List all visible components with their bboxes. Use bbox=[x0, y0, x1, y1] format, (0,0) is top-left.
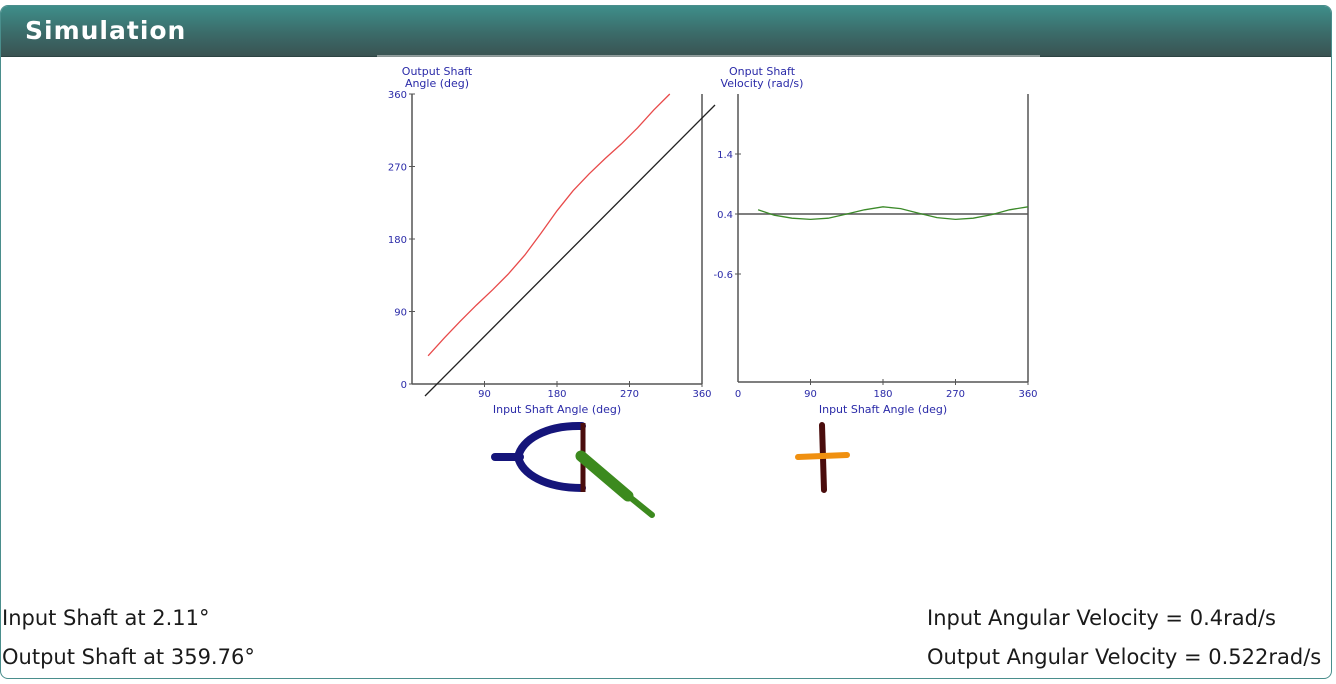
cross-icon bbox=[795, 422, 850, 493]
x-tick-label: 90 bbox=[804, 389, 817, 400]
y-axis-title-line2: Velocity (rad/s) bbox=[721, 77, 804, 90]
y-tick-label: 90 bbox=[394, 308, 407, 319]
x-axis-title: Input Shaft Angle (deg) bbox=[493, 403, 621, 416]
x-tick-label: 0 bbox=[735, 389, 741, 400]
yoke-fork bbox=[513, 421, 586, 492]
panel-header: Simulation bbox=[1, 6, 1331, 57]
y-tick-label: 1.4 bbox=[717, 150, 733, 161]
y-tick-label: -0.6 bbox=[713, 270, 733, 281]
x-axis-title: Input Shaft Angle (deg) bbox=[819, 403, 947, 416]
y-tick-label: 180 bbox=[388, 235, 407, 246]
output-angle-series bbox=[427, 93, 671, 357]
output-angle-chart: 0 90 180 270 360 90 180 270 360 Output ShaftAngle… bbox=[388, 65, 716, 416]
x-tick-label: 360 bbox=[692, 389, 711, 400]
output-shaft-readout: Output Shaft at 359.76° bbox=[2, 645, 255, 669]
x-tick-label: 270 bbox=[946, 389, 965, 400]
reference-line bbox=[424, 104, 716, 397]
x-tick-label: 180 bbox=[547, 389, 566, 400]
panel-title: Simulation bbox=[25, 16, 187, 45]
x-tick-label: 360 bbox=[1018, 389, 1037, 400]
input-velocity-readout: Input Angular Velocity = 0.4rad/s bbox=[927, 606, 1276, 630]
input-shaft-readout: Input Shaft at 2.11° bbox=[2, 606, 210, 630]
input-shaft-thin bbox=[623, 491, 655, 518]
output-velocity-readout: Output Angular Velocity = 0.522rad/s bbox=[927, 645, 1322, 669]
input-shaft-thick bbox=[575, 450, 634, 502]
output-velocity-chart: 1.4 0.4 -0.6 0 90 180 270 360 Onput ShaftVelocit… bbox=[713, 65, 1037, 416]
cross-horizontal bbox=[795, 452, 850, 460]
y-tick-label: 360 bbox=[388, 90, 407, 101]
y-axis-title-line1: Output Shaft bbox=[402, 65, 473, 78]
output-velocity-series bbox=[757, 206, 1029, 221]
x-tick-label: 270 bbox=[620, 389, 639, 400]
y-tick-label: 0.4 bbox=[717, 210, 733, 221]
input-shaft-icon bbox=[575, 450, 655, 518]
simulation-panel: Simulation bbox=[0, 5, 1332, 679]
x-tick-label: 180 bbox=[873, 389, 892, 400]
y-tick-label: 0 bbox=[401, 380, 407, 391]
yoke-icon bbox=[491, 421, 586, 492]
x-tick-label: 90 bbox=[478, 389, 491, 400]
y-tick-label: 270 bbox=[388, 163, 407, 174]
y-axis-title-line1: Onput Shaft bbox=[729, 65, 796, 78]
y-axis-title-line2: Angle (deg) bbox=[405, 77, 469, 90]
